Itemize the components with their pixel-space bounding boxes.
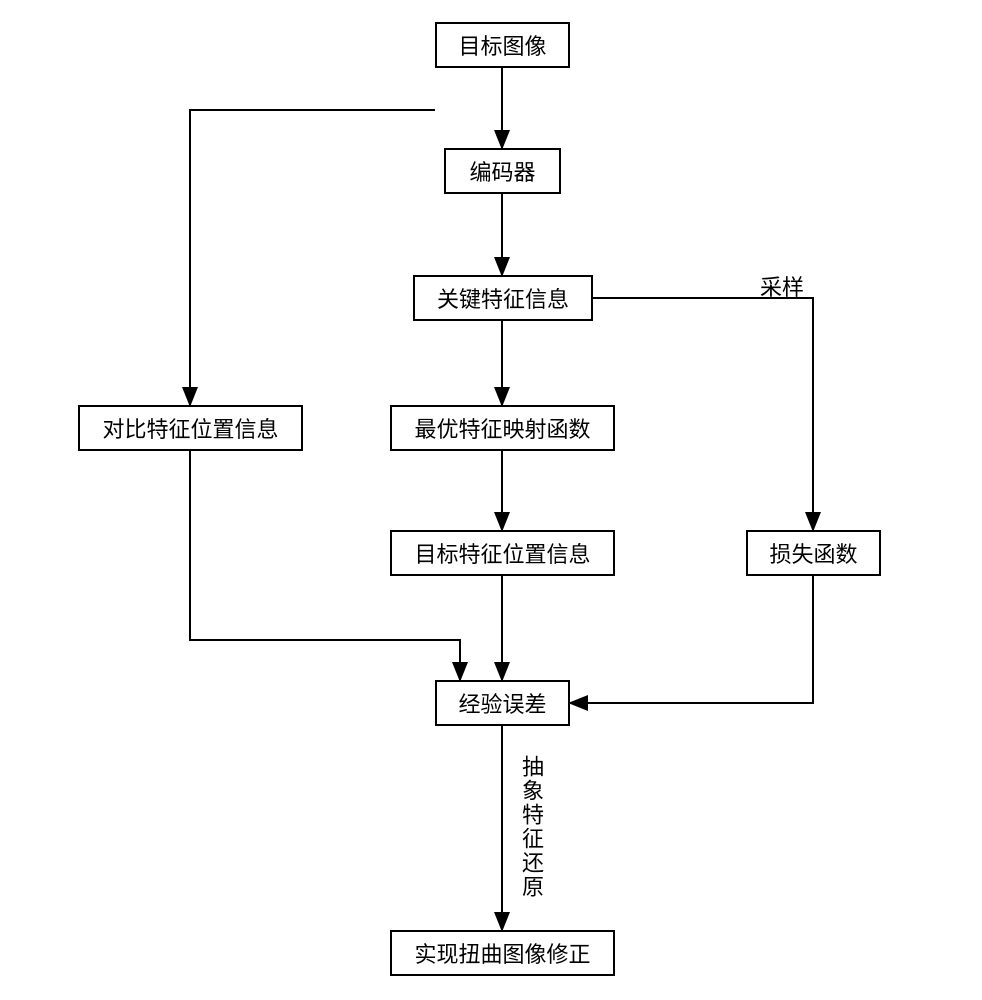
label-abstract-feature-restore: 抽象特征还原 — [515, 755, 547, 899]
node-target-image: 目标图像 — [435, 22, 570, 68]
node-empirical-error: 经验误差 — [435, 680, 570, 726]
node-key-feature-info: 关键特征信息 — [413, 275, 593, 321]
node-distortion-correct: 实现扭曲图像修正 — [390, 930, 615, 976]
node-target-feat-pos: 目标特征位置信息 — [390, 530, 615, 576]
node-compare-feat-pos: 对比特征位置信息 — [78, 405, 303, 451]
label-sampling: 采样 — [760, 270, 804, 302]
node-encoder: 编码器 — [444, 148, 561, 194]
node-loss-function: 损失函数 — [746, 530, 881, 576]
node-optimal-mapping: 最优特征映射函数 — [390, 405, 615, 451]
